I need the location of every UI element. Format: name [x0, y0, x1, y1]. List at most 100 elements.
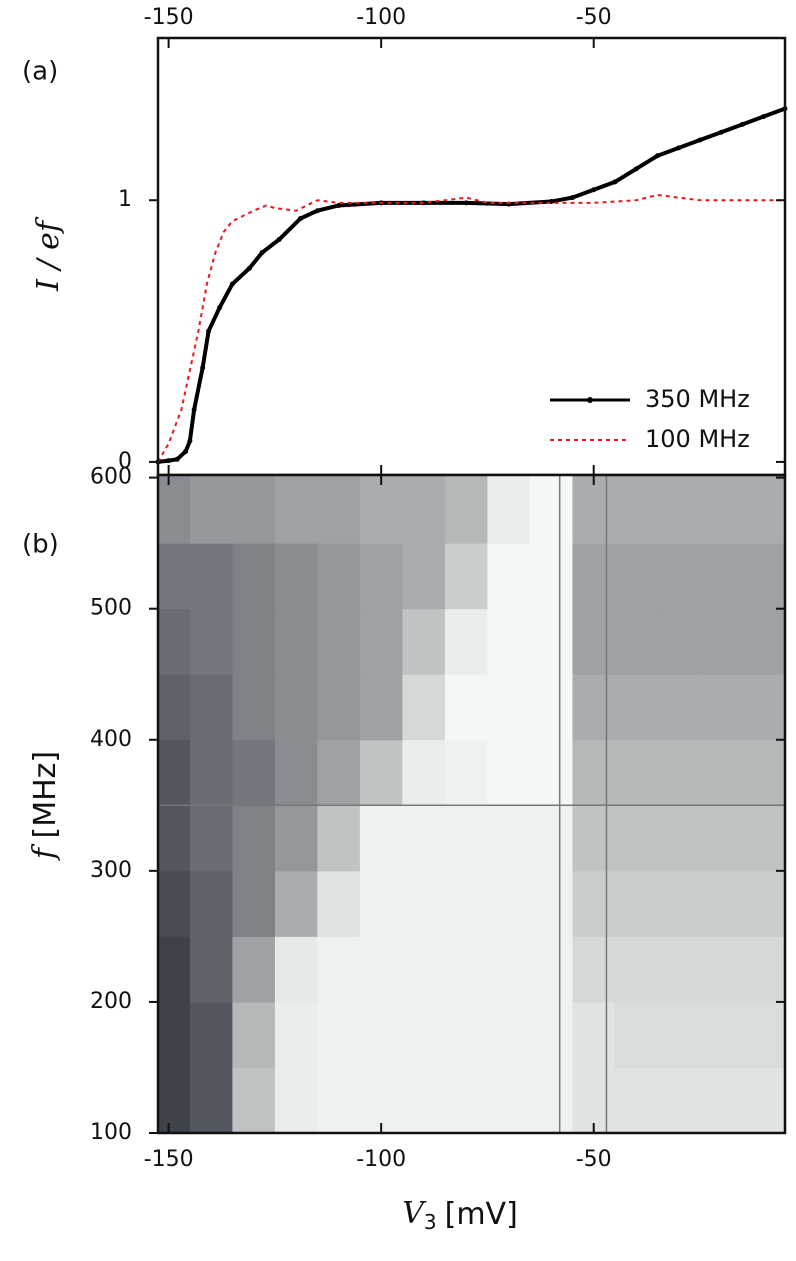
- y-axis-symbol: f: [27, 843, 62, 861]
- y-tick-label: 0: [118, 449, 132, 474]
- y-tick-label: 500: [90, 596, 132, 621]
- data-point: [297, 216, 303, 222]
- heatmap-cell: [232, 674, 276, 741]
- heatmap-cell: [232, 475, 276, 544]
- heatmap-cell: [572, 543, 616, 610]
- heatmap-cell: [359, 475, 403, 544]
- heatmap-cell: [359, 936, 403, 1003]
- heatmap-cell: [402, 739, 446, 806]
- heatmap-cell: [444, 608, 488, 675]
- data-point: [229, 281, 235, 287]
- heatmap-cell: [402, 936, 446, 1003]
- y-tick-label: 300: [90, 858, 132, 883]
- heatmap-cell: [742, 805, 786, 872]
- heatmap-cell: [317, 543, 361, 610]
- heatmap-cell: [317, 936, 361, 1003]
- heatmap-cell: [487, 805, 531, 872]
- heatmap-cell: [699, 870, 743, 937]
- heatmap-cell: [487, 739, 531, 806]
- heatmap-cell: [402, 543, 446, 610]
- heatmap-cell: [158, 543, 191, 610]
- heatmap-cell: [189, 936, 233, 1003]
- heatmap-cell: [444, 805, 488, 872]
- heatmap-cell: [189, 543, 233, 610]
- heatmap-cell: [487, 674, 531, 741]
- heatmap-cell: [529, 739, 573, 806]
- heatmap-cell: [614, 936, 658, 1003]
- heatmap-cell: [529, 475, 573, 544]
- heatmap-cell: [529, 870, 573, 937]
- heatmap-cell: [699, 1067, 743, 1134]
- heatmap-cell: [359, 870, 403, 937]
- heatmap-cell: [232, 739, 276, 806]
- heatmap-cell: [317, 1001, 361, 1068]
- heatmap-cell: [572, 1001, 616, 1068]
- heatmap-cell: [359, 674, 403, 741]
- data-point: [336, 202, 342, 208]
- y-tick-label: 600: [90, 465, 132, 490]
- data-point: [676, 145, 682, 151]
- heatmap-cell: [359, 805, 403, 872]
- x-axis-symbol: V: [402, 1196, 427, 1231]
- heatmap-cell: [158, 739, 191, 806]
- heatmap-cell: [158, 674, 191, 741]
- y-tick-label: 400: [90, 727, 132, 752]
- heatmap-cell: [274, 1067, 318, 1134]
- data-point: [654, 153, 660, 159]
- heatmap-cell: [359, 1001, 403, 1068]
- heatmap-cell: [317, 475, 361, 544]
- heatmap-cell: [699, 739, 743, 806]
- heatmap-cell: [529, 674, 573, 741]
- heatmap-cell: [189, 608, 233, 675]
- heatmap-cell: [402, 608, 446, 675]
- heatmap-cell: [359, 608, 403, 675]
- x-tick-label: -50: [576, 1147, 612, 1172]
- heatmap-cell: [158, 805, 191, 872]
- heatmap-cell: [232, 1067, 276, 1134]
- heatmap-cell: [529, 1067, 573, 1134]
- heatmap-cell: [614, 805, 658, 872]
- heatmap-cell: [614, 543, 658, 610]
- heatmap-cell: [359, 739, 403, 806]
- heatmap-cell: [742, 543, 786, 610]
- heatmap-cell: [487, 870, 531, 937]
- data-point: [166, 458, 172, 464]
- legend-dot: [587, 397, 593, 403]
- x-axis-label: V3 [mV]: [402, 1196, 518, 1234]
- heatmap-cell: [402, 674, 446, 741]
- heatmap-cell: [742, 608, 786, 675]
- heatmap-cell: [274, 475, 318, 544]
- heatmap-cell: [699, 1001, 743, 1068]
- heatmap-cell: [274, 936, 318, 1003]
- heatmap-cell: [487, 475, 531, 544]
- heatmap-cell: [444, 1001, 488, 1068]
- heatmap-cell: [614, 1001, 658, 1068]
- heatmap-cell: [699, 543, 743, 610]
- heatmap-cell: [614, 475, 658, 544]
- heatmap-cell: [232, 936, 276, 1003]
- heatmap-cell: [657, 1067, 701, 1134]
- x-tick-label: -150: [144, 5, 194, 30]
- heatmap-cell: [487, 1067, 531, 1134]
- heatmap-cell: [444, 739, 488, 806]
- data-line: [157, 106, 786, 464]
- heatmap-cell: [529, 805, 573, 872]
- data-point: [569, 195, 575, 201]
- heatmap-cell: [317, 805, 361, 872]
- heatmap-cell: [274, 870, 318, 937]
- heatmap-cell: [317, 1067, 361, 1134]
- heatmap-cell: [189, 805, 233, 872]
- heatmap-cell: [402, 475, 446, 544]
- heatmap-cell: [657, 674, 701, 741]
- heatmap-cell: [402, 805, 446, 872]
- data-point: [591, 187, 597, 193]
- data-point: [314, 208, 320, 214]
- heatmap-cell: [657, 739, 701, 806]
- data-point: [206, 328, 212, 334]
- legend-label: 350 MHz: [645, 385, 750, 413]
- heatmap-cell: [614, 739, 658, 806]
- heatmap-cell: [189, 1001, 233, 1068]
- heatmap-cell: [189, 674, 233, 741]
- y-axis-label: I / ef: [31, 216, 66, 292]
